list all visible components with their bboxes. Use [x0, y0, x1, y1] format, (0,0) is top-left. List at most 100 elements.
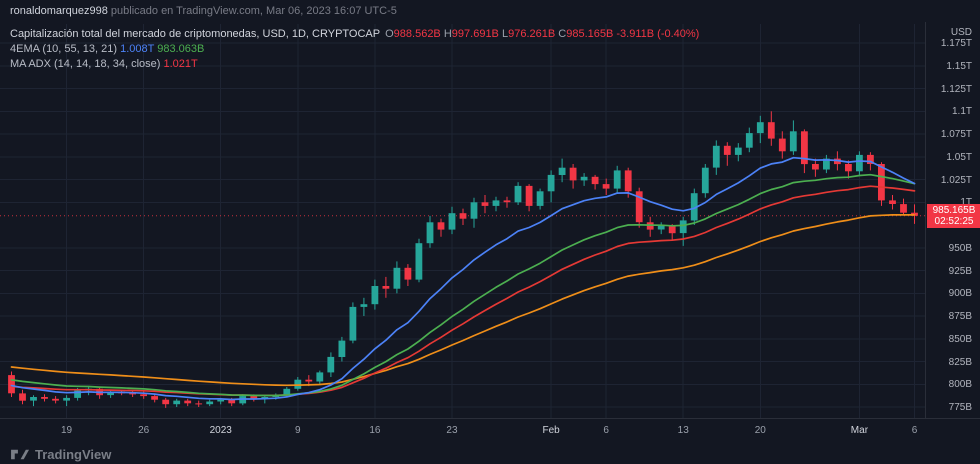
price-axis-label: 1.075T: [940, 129, 972, 140]
candle-body: [900, 204, 907, 213]
publish-info: publicado en TradingView.com, Mar 06, 20…: [107, 5, 397, 17]
time-axis-label: 9: [295, 425, 301, 436]
candle-body: [558, 167, 566, 175]
last-price-value: 985.165B: [932, 204, 976, 216]
price-axis-label: 900B: [948, 288, 972, 300]
price-axis-label: 875B: [948, 311, 972, 322]
candle-body: [823, 158, 830, 170]
price-axis-label: 1T: [960, 197, 972, 208]
candle-body: [140, 394, 147, 397]
candle-body: [448, 213, 456, 230]
candle-body: [856, 154, 863, 172]
candle-body: [514, 185, 522, 203]
candle-body: [536, 191, 544, 206]
candle-body: [580, 176, 588, 181]
candle-body: [778, 138, 786, 152]
candle-body: [712, 145, 720, 168]
candle-body: [767, 122, 775, 139]
candle-body: [217, 399, 225, 402]
share-header: ronaldomarquez998 publicado en TradingVi…: [0, 0, 980, 22]
indicator-ma-adx-value: 1.021T: [163, 58, 198, 70]
candle-body: [228, 399, 236, 404]
price-axis-label: 1.125T: [940, 83, 972, 95]
time-axis-label: Feb: [542, 425, 560, 436]
time-axis-label: 6: [603, 425, 609, 436]
ohlc-open-value: 988.562B: [393, 28, 441, 40]
candle-body: [734, 147, 742, 155]
ohlc-low-label: L: [501, 28, 509, 40]
candle-body: [591, 176, 599, 185]
candle-body: [646, 222, 654, 230]
price-axis[interactable]: USD 985.165B 02:52:25 1.175T 1.15T 1.125T 1…: [925, 22, 980, 418]
candle-body: [459, 213, 467, 219]
candle-body: [503, 200, 511, 203]
candle-body: [878, 164, 885, 201]
time-axis-label: 19: [61, 425, 73, 436]
candle-body: [74, 390, 81, 398]
candle-body: [426, 222, 434, 244]
price-axis-label: 850B: [948, 333, 972, 345]
last-price-badge: 985.165B 02:52:25: [927, 203, 980, 228]
candle-body: [679, 220, 687, 234]
candle-body: [415, 243, 423, 280]
username: ronaldomarquez998: [10, 5, 108, 17]
candle-body: [250, 396, 258, 399]
candle-body: [547, 174, 555, 192]
indicator-4ema-value-2: 983.063B: [157, 43, 205, 55]
price-axis-label: 825B: [948, 356, 972, 368]
price-axis-currency: USD: [950, 27, 972, 38]
price-axis-label: 950B: [948, 242, 972, 254]
time-axis-label: 26: [138, 425, 150, 436]
time-axis-label: Mar: [850, 425, 869, 436]
time-axis-label: 6: [911, 425, 918, 436]
candle-body: [316, 372, 324, 382]
candle-body: [624, 170, 632, 192]
candle-body: [107, 391, 114, 396]
candle-body: [52, 398, 59, 401]
ema-line-green[interactable]: [10, 173, 916, 397]
ohlc-high-value: 997.691B: [451, 28, 499, 40]
symbol-legend-row[interactable]: Capitalización total del mercado de crip…: [10, 27, 699, 41]
time-axis-label: 16: [369, 425, 381, 436]
ma-line-red[interactable]: [10, 185, 916, 397]
price-axis-label: 925B: [948, 265, 972, 277]
candle-body: [690, 193, 698, 221]
candle-body: [470, 202, 478, 219]
candle-body: [668, 225, 676, 234]
indicator-4ema-name: 4EMA (10, 55, 13, 21): [10, 43, 118, 55]
candle-body: [812, 164, 819, 170]
candle-body: [382, 286, 390, 289]
tradingview-watermark[interactable]: TradingView: [10, 444, 111, 464]
candle-body: [283, 388, 291, 396]
candle-body: [756, 122, 764, 134]
indicator-4ema-value-1: 1.008T: [120, 43, 155, 55]
candle-body: [162, 399, 170, 405]
time-axis-label: 23: [446, 425, 458, 436]
candle-body: [19, 393, 26, 401]
price-axis-label: 1.025T: [940, 174, 972, 186]
price-axis-label: 1.15T: [946, 60, 972, 72]
candle-body: [602, 184, 610, 189]
tradingview-logo-icon: [10, 447, 29, 462]
candle-body: [801, 131, 808, 165]
indicator-legend-row-ma-adx[interactable]: MA ADX (14, 14, 18, 34, close) 1.021T: [10, 57, 699, 71]
candle-body: [327, 356, 335, 373]
indicator-legend-row-4ema[interactable]: 4EMA (10, 55, 13, 21) 1.008T 983.063B: [10, 42, 699, 56]
ohlc-low-value: 976.261B: [508, 28, 556, 40]
time-axis[interactable]: 19 26 2023 9 16 23 Feb 6 13 20 Mar 6: [0, 418, 980, 445]
price-axis-label: 775B: [948, 402, 972, 413]
tradingview-wordmark: TradingView: [35, 446, 112, 462]
time-axis-label: 2023: [209, 425, 232, 436]
ema-line-blue[interactable]: [10, 156, 916, 401]
price-axis-label: 1.175T: [940, 38, 972, 49]
candle-body: [635, 191, 643, 223]
candle-body: [789, 131, 797, 152]
ohlc-close-label: C: [558, 28, 567, 40]
candle-body: [30, 397, 37, 401]
candle-body: [657, 225, 665, 230]
price-axis-label: 1.1T: [951, 106, 972, 118]
candle-body: [745, 133, 753, 148]
ema-line-orange[interactable]: [10, 214, 916, 387]
